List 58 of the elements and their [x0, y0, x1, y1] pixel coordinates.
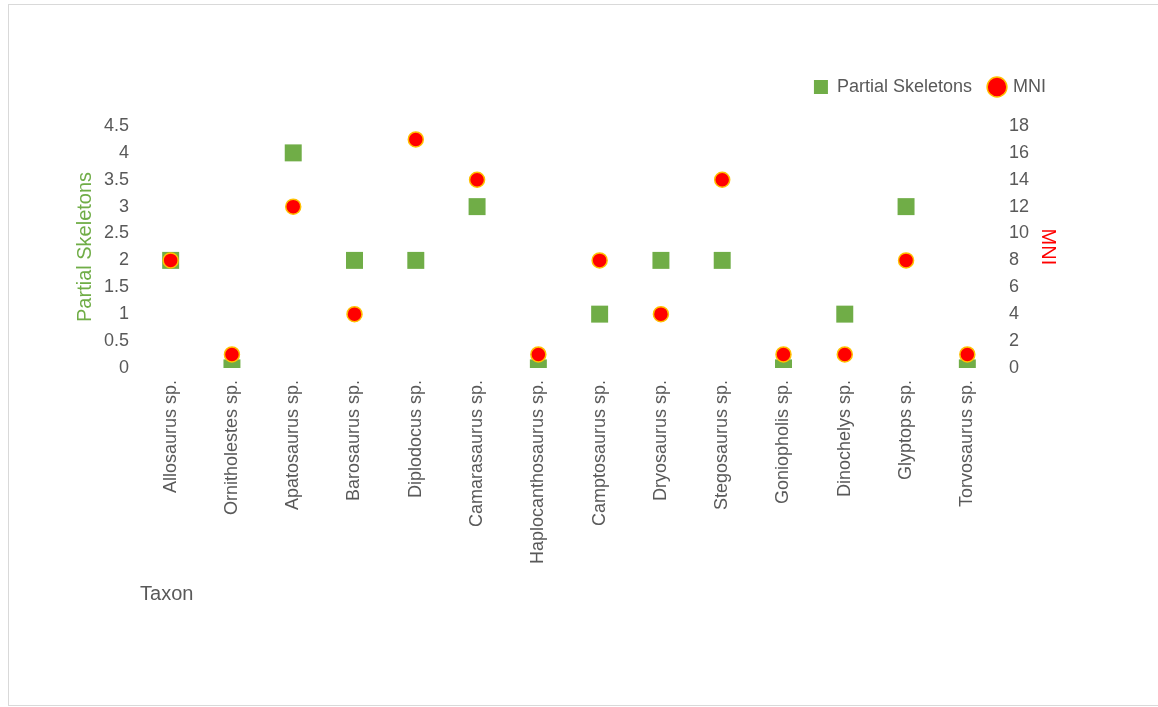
point	[223, 346, 241, 363]
point	[836, 346, 854, 363]
x-tick-label: Goniopholis sp.	[772, 379, 793, 504]
y2-tick-label: 2	[1008, 329, 1019, 350]
x-tick-label: Dinochelys sp.	[833, 379, 854, 497]
y-tick-label: 0.5	[103, 329, 130, 350]
point	[468, 198, 486, 216]
point	[591, 252, 608, 269]
x-tick-label: Torvosaurus sp.	[956, 379, 977, 507]
x-tick-label: Camarasaurus sp.	[466, 379, 487, 527]
legend-label: MNI	[1013, 75, 1047, 96]
point	[775, 346, 792, 363]
point	[346, 251, 363, 269]
x-tick-label: Haplocanthosaurus sp.	[527, 379, 548, 565]
point	[652, 251, 670, 269]
y-tick-label: 2.5	[103, 222, 130, 243]
y-tick-label: 2	[119, 249, 130, 270]
y-tick-label: 4.5	[103, 114, 130, 135]
legend-label: Partial Skeletons	[836, 75, 973, 96]
x-tick-label: Barosaurus sp.	[343, 379, 364, 501]
x-tick-label: Apatosaurus sp.	[282, 379, 303, 510]
point	[530, 346, 547, 363]
x-tick-label: Glyptops sp.	[895, 379, 916, 480]
y-tick-label: 0	[119, 356, 130, 377]
y-tick-label: 1.5	[103, 276, 130, 297]
y2-tick-label: 18	[1008, 114, 1030, 135]
point	[652, 305, 670, 323]
point	[407, 131, 425, 148]
point	[713, 171, 731, 188]
point	[284, 198, 302, 215]
point	[897, 252, 915, 269]
y2-tick-label: 0	[1008, 356, 1019, 377]
point	[346, 305, 363, 323]
y2-axis-title: MNI	[1038, 228, 1061, 266]
y-tick-label: 4	[119, 141, 130, 162]
y2-tick-label: 4	[1008, 303, 1019, 324]
y2-tick-label: 6	[1008, 276, 1019, 297]
y-tick-label: 1	[119, 303, 130, 324]
x-tick-label: Allosaurus sp.	[159, 379, 180, 493]
y-tick-label: 3	[119, 195, 130, 216]
y-axis-title: Partial Skeletons	[72, 171, 95, 322]
y-tick-label: 3.5	[103, 168, 130, 189]
point	[897, 198, 915, 216]
y2-tick-label: 16	[1008, 141, 1030, 162]
x-tick-label: Camptosaurus sp.	[588, 379, 609, 526]
y2-tick-label: 12	[1008, 195, 1030, 216]
y2-tick-label: 8	[1008, 249, 1019, 270]
x-tick-label: Ornitholestes sp.	[220, 379, 241, 515]
x-tick-label: Diplodocus sp.	[404, 379, 425, 498]
point	[407, 251, 425, 269]
x-tick-label: Stegosaurus sp.	[711, 379, 732, 510]
y2-tick-label: 14	[1008, 168, 1030, 189]
point	[468, 171, 486, 188]
x-tick-label: Dryosaurus sp.	[649, 379, 670, 501]
point	[959, 346, 976, 363]
x-axis-title: Taxon	[140, 581, 194, 604]
point	[713, 251, 731, 269]
y2-tick-label: 10	[1008, 222, 1030, 243]
